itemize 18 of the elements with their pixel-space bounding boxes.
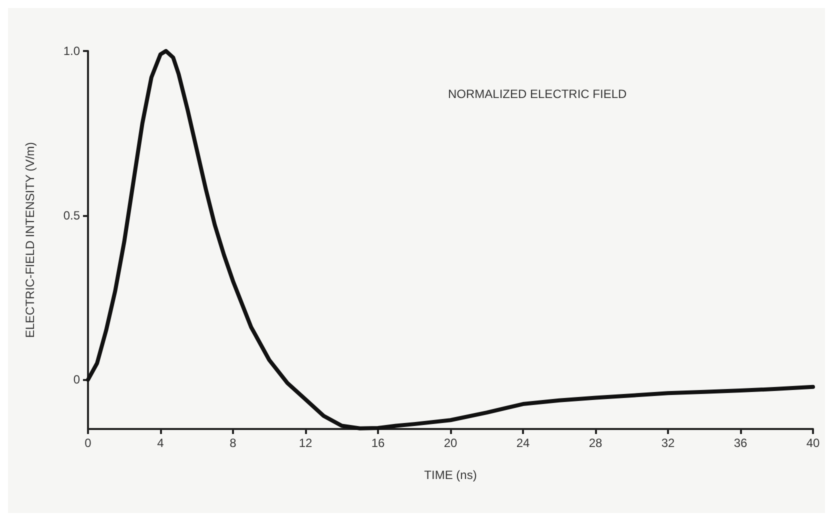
x-tick-label: 8 <box>230 436 237 450</box>
x-axis-title: TIME (ns) <box>424 468 477 482</box>
annotation: NORMALIZED ELECTRIC FIELD <box>448 87 628 101</box>
x-tick-label: 40 <box>806 436 820 450</box>
x-tick-label: 12 <box>298 436 312 450</box>
x-tick-label: 32 <box>661 436 675 450</box>
x-tick-label: 28 <box>588 436 602 450</box>
x-tick-label: 24 <box>516 436 530 450</box>
x-tick-label: 36 <box>734 436 748 450</box>
x-tick-label: 0 <box>84 436 92 450</box>
x-tick-label: 20 <box>444 436 458 450</box>
x-tick-label: 4 <box>157 436 164 450</box>
y-tick-label: 0 <box>73 372 80 387</box>
y-axis-title: ELECTRIC-FIELD INTENSITY (V/m) <box>23 142 37 338</box>
y-tick-label: 0.5 <box>63 208 80 222</box>
x-tick-label: 16 <box>371 436 385 450</box>
line-series <box>86 49 815 430</box>
y-tick-label: 1.0 <box>63 44 80 58</box>
